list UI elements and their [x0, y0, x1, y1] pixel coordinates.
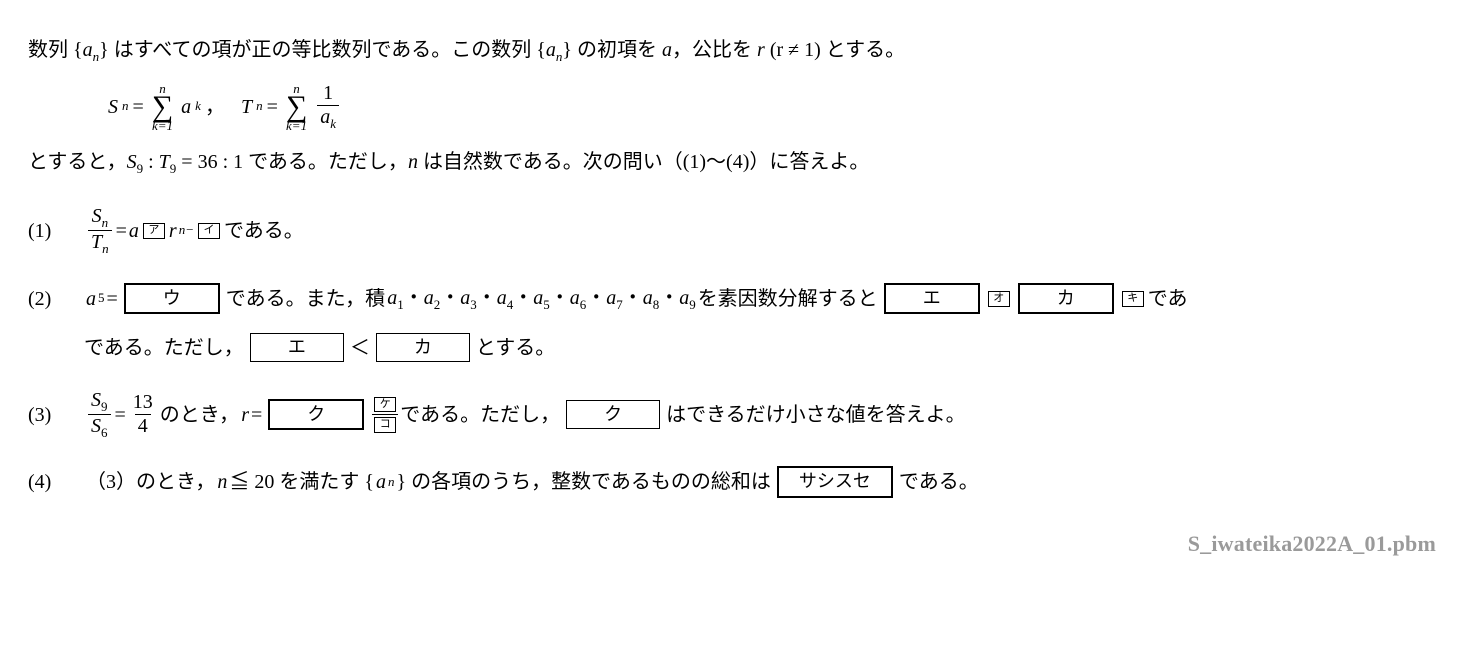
text: である。ただし，	[400, 399, 560, 431]
var-n: n	[217, 466, 227, 498]
less-than: ＜	[350, 332, 370, 364]
intro-line-2: とすると，S9 : T9 = 36 : 1 である。ただし，n は自然数である。…	[28, 146, 1436, 180]
text: とすると，	[28, 151, 127, 173]
fraction-13-4: 13 4	[130, 392, 156, 437]
sub-n: n	[388, 472, 395, 493]
question-3: (3) S9 S6 = 13 4 のとき， r = ク ケ コ である。ただし，…	[28, 390, 1436, 440]
text: } はすべての項が正の等比数列である。この数列 {	[99, 39, 546, 61]
q1-number: (1)	[28, 215, 84, 247]
blank-a: ア	[141, 223, 167, 239]
question-2: (2) a5 = ウ である。また，積 a1・a2・a3・a4・a5・a6・a7…	[28, 282, 1436, 316]
var-a: a	[86, 283, 96, 315]
blank-sashisuse: サシスセ	[777, 466, 893, 497]
var-a: a	[546, 39, 556, 61]
text: = 36 : 1 である。ただし，	[176, 151, 408, 173]
sigma-icon: n ∑ k=1	[152, 82, 173, 132]
question-4: (4) （3）のとき，n ≦ 20 を満たす {an} の各項のうち，整数である…	[28, 466, 1436, 498]
text: であ	[1148, 283, 1188, 315]
var-a: a	[662, 39, 672, 61]
blank-i: イ	[196, 223, 222, 239]
exp-ke-ko: ケ コ	[372, 397, 398, 434]
source-filename: S_iwateika2022A_01.pbm	[28, 526, 1436, 561]
var-a: a	[83, 39, 93, 61]
text: は自然数である。次の問い（(1)〜(4)）に答えよ。	[418, 151, 869, 173]
text: である。また，積	[226, 283, 385, 315]
var-n: n	[408, 151, 418, 173]
blank-u: ウ	[124, 283, 220, 314]
text: ，公比を	[672, 39, 757, 61]
var-a: a	[129, 215, 139, 247]
text: 数列 {	[28, 39, 83, 61]
equals: =	[251, 399, 262, 431]
blank-ki: キ	[1120, 291, 1146, 307]
q3-number: (3)	[28, 399, 84, 431]
equals: =	[133, 91, 144, 123]
definitions-line: Sn = n ∑ k=1 ak ， Tn = n ∑ k=1 1 ak	[108, 82, 1436, 132]
fraction-S9-S6: S9 S6	[88, 390, 111, 440]
var-r: r	[757, 39, 765, 61]
var-T: T	[241, 91, 252, 123]
fraction: 1 ak	[317, 83, 339, 131]
text: である。	[224, 215, 304, 247]
equals: =	[115, 399, 126, 431]
var-S: S	[108, 91, 118, 123]
text: (r ≠ 1) とする。	[765, 39, 905, 61]
text: } の初項を	[562, 39, 662, 61]
var-r: r	[241, 399, 249, 431]
question-2-cont: である。ただし， エ ＜ カ とする。	[84, 332, 1436, 364]
sub-n: n	[256, 96, 263, 117]
blank-e: エ	[884, 283, 980, 314]
var-a: a	[181, 91, 191, 123]
text: である。	[899, 466, 979, 498]
blank-ku-ref: ク	[566, 400, 660, 429]
q4-number: (4)	[28, 466, 84, 498]
equals: =	[107, 283, 118, 315]
equals: =	[267, 91, 278, 123]
exp-n-minus: n−	[179, 220, 194, 241]
blank-o: オ	[986, 291, 1012, 307]
blank-ko: コ	[374, 417, 396, 433]
intro-line-1: 数列 {an} はすべての項が正の等比数列である。この数列 {an} の初項を …	[28, 34, 1436, 68]
text: } の各項のうち，整数であるものの総和は	[397, 466, 771, 498]
text: とする。	[476, 332, 555, 364]
blank-ku: ク	[268, 399, 364, 430]
text: のとき，	[160, 399, 239, 431]
sigma-icon: n ∑ k=1	[286, 82, 307, 132]
question-1: (1) Sn Tn = aア rn−イ である。	[28, 206, 1436, 256]
q2-number: (2)	[28, 283, 84, 315]
var-T: T	[159, 151, 170, 173]
fraction-Sn-Tn: Sn Tn	[88, 206, 112, 256]
sub-5: 5	[98, 288, 105, 309]
blank-e-ref: エ	[250, 333, 344, 362]
blank-ka: カ	[1018, 283, 1114, 314]
var-S: S	[127, 151, 137, 173]
sub-k: k	[195, 96, 201, 117]
text: はできるだけ小さな値を答えよ。	[666, 399, 966, 431]
text: である。ただし，	[84, 332, 244, 364]
blank-ka-ref: カ	[376, 333, 470, 362]
equals: =	[116, 215, 127, 247]
separator: ，	[205, 91, 225, 123]
text: ≦ 20 を満たす {	[229, 466, 374, 498]
product-a1-a9: a1・a2・a3・a4・a5・a6・a7・a8・a9	[387, 282, 696, 316]
sub-n: n	[122, 96, 129, 117]
var-r: r	[169, 215, 177, 247]
var-a: a	[376, 466, 386, 498]
text: を素因数分解すると	[698, 283, 878, 315]
text: （3）のとき，	[86, 466, 215, 498]
ratio: :	[143, 151, 159, 173]
blank-ke: ケ	[374, 397, 396, 413]
